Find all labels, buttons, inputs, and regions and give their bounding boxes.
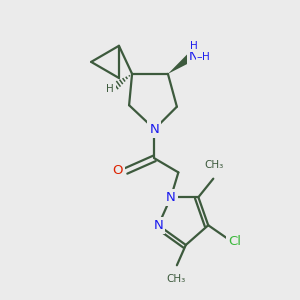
Text: N: N [150, 123, 159, 136]
Text: Cl: Cl [229, 235, 242, 248]
Text: CH₃: CH₃ [204, 160, 224, 170]
Text: N: N [166, 191, 176, 204]
Text: H: H [190, 41, 198, 51]
Text: –: – [197, 52, 203, 62]
Text: CH₃: CH₃ [167, 274, 186, 284]
Text: H: H [106, 84, 114, 94]
Text: N: N [154, 219, 163, 232]
Text: H: H [202, 52, 210, 62]
Polygon shape [168, 54, 193, 74]
Text: O: O [112, 164, 123, 177]
Text: N: N [189, 50, 199, 63]
